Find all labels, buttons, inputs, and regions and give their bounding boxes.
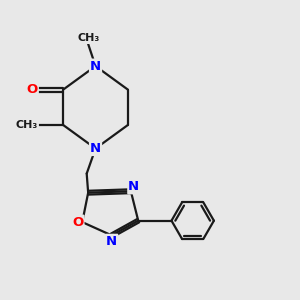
Text: O: O — [72, 216, 83, 229]
Text: N: N — [90, 142, 101, 155]
Text: CH₃: CH₃ — [77, 33, 99, 43]
Text: N: N — [90, 60, 101, 73]
Text: N: N — [106, 235, 117, 248]
Text: O: O — [27, 83, 38, 96]
Text: CH₃: CH₃ — [16, 120, 38, 130]
Text: N: N — [128, 180, 140, 193]
